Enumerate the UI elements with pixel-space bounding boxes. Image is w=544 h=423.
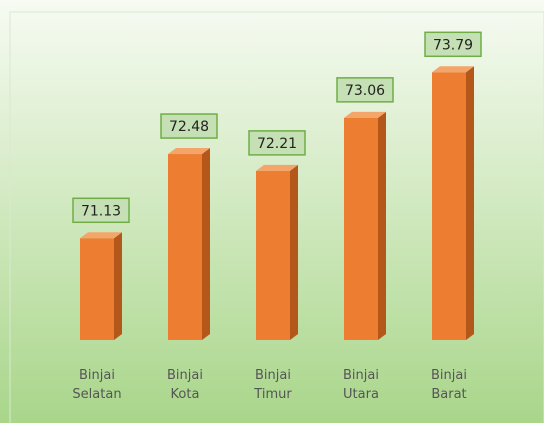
data-label: 72.21 (257, 136, 297, 152)
x-tick-label: Binjai Kota (167, 368, 203, 402)
data-label-box (160, 113, 218, 139)
bar-top (80, 232, 122, 239)
data-label: 71.13 (81, 203, 121, 219)
data-label: 73.79 (433, 37, 473, 53)
bar-top (168, 148, 210, 155)
x-tick-label: Binjai Barat (431, 368, 467, 402)
bar-side (202, 148, 210, 340)
data-label: 73.06 (345, 83, 385, 99)
bar (168, 154, 202, 340)
bar (256, 170, 290, 340)
data-label: 72.48 (169, 119, 209, 135)
data-label-box (248, 130, 306, 156)
bar-side (466, 66, 474, 340)
data-label-box (72, 197, 130, 224)
data-label-box (336, 77, 394, 103)
plot-frame (9, 11, 544, 423)
x-tick-label: Binjai Selatan (72, 368, 122, 402)
data-label-box (424, 31, 482, 58)
x-tick-label: Binjai Timur (254, 368, 292, 402)
bar-side (114, 232, 122, 340)
bar (344, 117, 378, 340)
bar-top (256, 164, 298, 171)
bar (80, 238, 114, 340)
bar-top (344, 111, 386, 118)
bar-side (290, 164, 298, 340)
bar-top (432, 66, 474, 73)
bar-side (378, 111, 386, 340)
bar (432, 72, 466, 340)
x-tick-label: Binjai Utara (343, 368, 379, 402)
